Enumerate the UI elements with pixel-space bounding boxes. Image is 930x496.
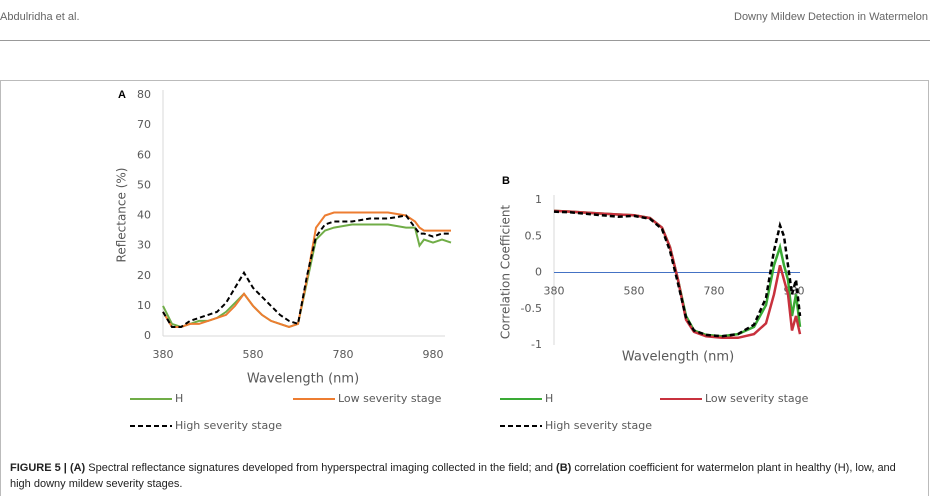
panel-label: A <box>118 89 126 101</box>
y-tick-label: 1 <box>535 193 542 206</box>
y-tick-label: 0.5 <box>525 229 543 242</box>
x-tick-label: 380 <box>544 285 565 298</box>
x-tick-label: 580 <box>243 348 264 361</box>
x-tick-label: 780 <box>704 285 725 298</box>
x-axis-label: Wavelength (nm) <box>622 350 734 365</box>
y-axis-label: Correlation Coefficient <box>499 205 513 340</box>
series-line <box>162 214 451 328</box>
legend-label: H <box>175 392 183 405</box>
x-tick-label: 380 <box>153 348 174 361</box>
caption-text: Spectral reflectance signatures develope… <box>85 462 557 474</box>
caption: FIGURE 5 | (A) Spectral reflectance sign… <box>10 460 915 492</box>
legend-label: High severity stage <box>175 419 282 432</box>
legend-label: H <box>545 392 553 405</box>
header-right: Downy Mildew Detection in Watermelon <box>734 11 928 23</box>
legend-label: High severity stage <box>545 419 652 432</box>
legend-label: Low severity stage <box>338 392 442 405</box>
y-tick-label: 10 <box>137 299 151 312</box>
y-tick-label: -1 <box>531 338 542 351</box>
x-axis-label: Wavelength (nm) <box>247 372 359 387</box>
y-tick-label: 0 <box>535 266 542 279</box>
x-tick-label: 580 <box>624 285 645 298</box>
series-line <box>162 211 451 329</box>
y-tick-label: 80 <box>137 88 151 101</box>
series-line <box>553 210 802 338</box>
x-tick-label: 780 <box>333 348 354 361</box>
header-left: Abdulridha et al. <box>0 11 80 23</box>
panel-label: B <box>502 175 510 187</box>
caption-text: correlation coefficient for watermelon p… <box>10 462 896 490</box>
y-tick-label: 0 <box>144 329 151 342</box>
y-tick-label: 20 <box>137 269 151 282</box>
caption-a: (A) <box>69 462 86 474</box>
y-axis-label: Reflectance (%) <box>115 168 129 263</box>
y-tick-label: 40 <box>137 209 151 222</box>
caption-label: FIGURE 5 | <box>10 462 67 474</box>
figure-box <box>0 80 929 496</box>
y-tick-label: 60 <box>137 148 151 161</box>
y-tick-label: -0.5 <box>521 302 542 315</box>
y-tick-label: 50 <box>137 178 151 191</box>
y-tick-label: 70 <box>137 118 151 131</box>
y-tick-label: 30 <box>137 239 151 252</box>
caption-b: (B) <box>556 462 572 474</box>
x-tick-label: 980 <box>423 348 444 361</box>
legend-label: Low severity stage <box>705 392 809 405</box>
